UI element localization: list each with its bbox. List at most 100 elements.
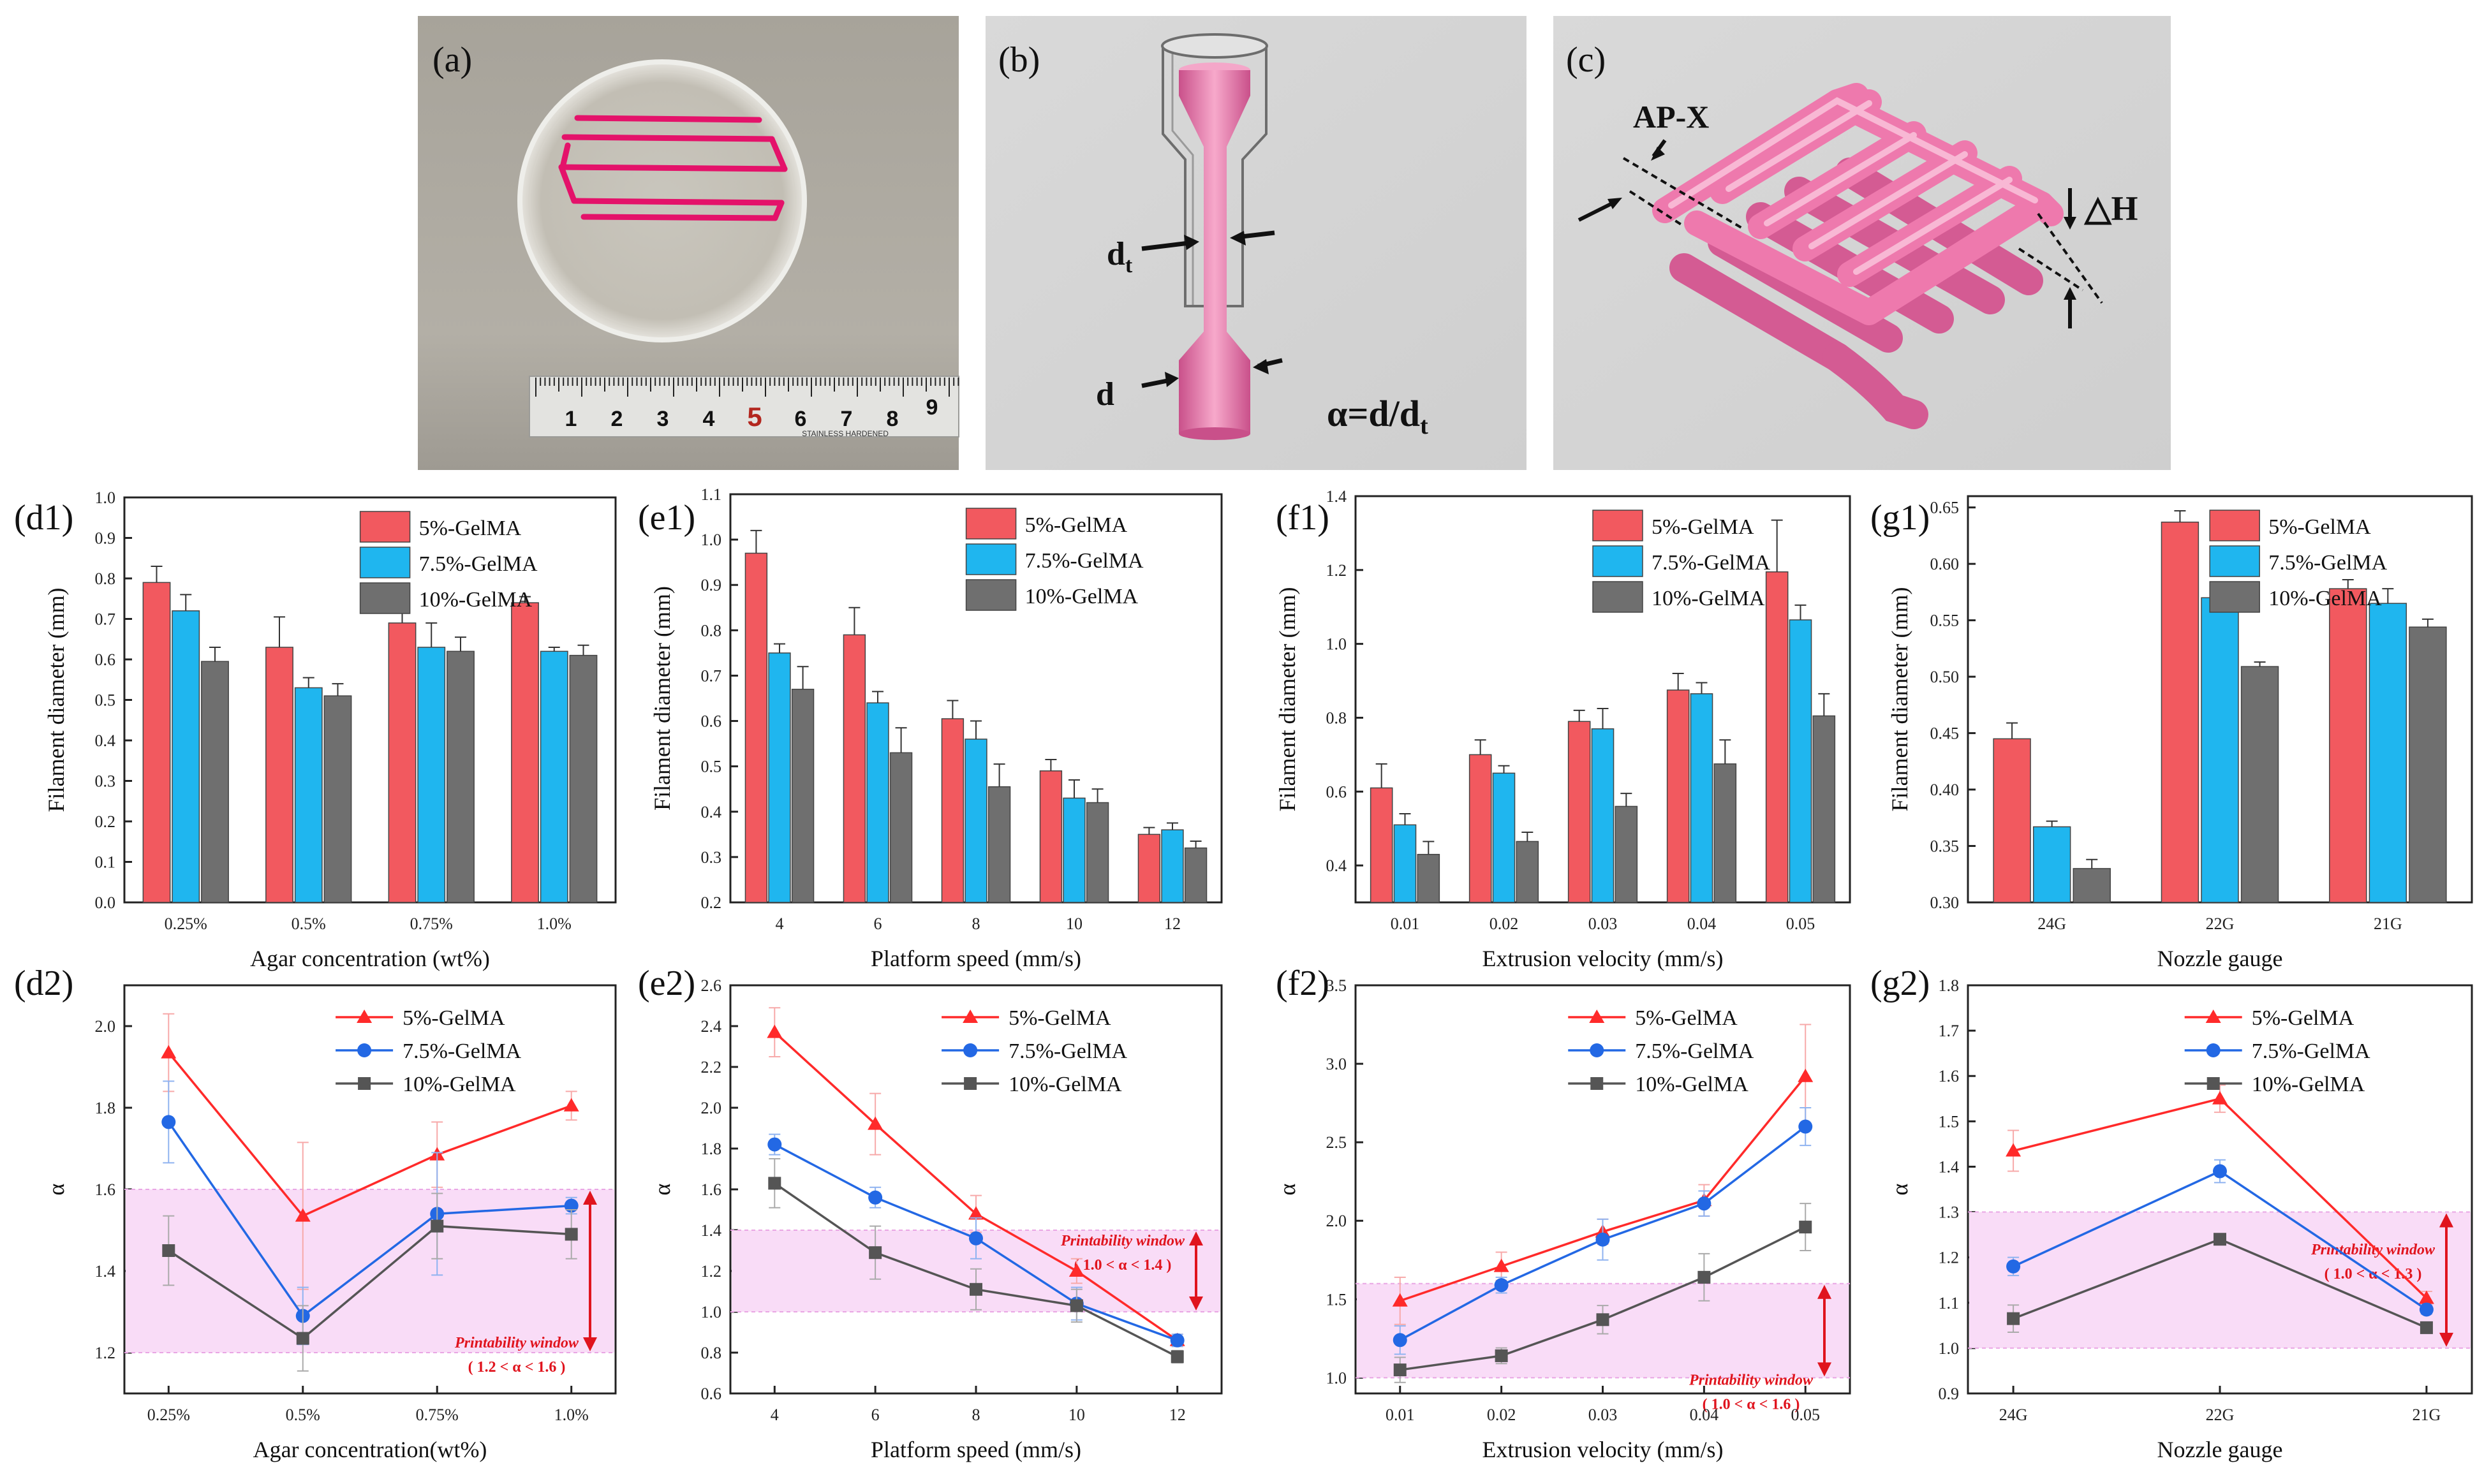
scaffold-highlight: [1668, 97, 2038, 275]
bar: [265, 647, 293, 903]
data-point: [1595, 1232, 1610, 1247]
bar: [965, 738, 987, 903]
series-line: [167, 1121, 572, 1318]
window-arrow-head: [1817, 1362, 1831, 1377]
y-tick-label: 0.1: [95, 853, 116, 872]
data-point: [2007, 1312, 2020, 1325]
y-tick-label: 0.4: [701, 803, 722, 821]
y-axis-label: α: [43, 1183, 69, 1195]
bar: [142, 582, 171, 903]
bar: [1516, 841, 1539, 903]
bar: [569, 654, 598, 903]
data-point: [1171, 1350, 1184, 1363]
x-tick-label: 0.02: [1489, 915, 1519, 933]
window-range: ( 1.0 < α < 1.6 ): [1703, 1397, 1800, 1413]
y-tick-label: 0.6: [701, 712, 722, 731]
y-tick-label: 1.3: [1939, 1203, 1960, 1222]
x-tick-label: 0.75%: [410, 915, 453, 933]
panel-label: (f2): [1276, 964, 1329, 1003]
x-tick-label: 0.03: [1588, 915, 1618, 933]
y-tick-label: 0.8: [701, 621, 722, 640]
y-tick-label: 0.6: [1326, 782, 1347, 801]
ruler-number: 4: [703, 407, 715, 431]
x-axis-label: Platform speed (mm/s): [871, 946, 1081, 971]
panel-label: (d2): [14, 964, 73, 1003]
y-tick-label: 0.45: [1930, 724, 1960, 743]
legend-marker: [2205, 1010, 2221, 1023]
window-arrow-head: [583, 1337, 597, 1351]
chart-e1: 0.2 0.3 0.4 0.5 0.6 0.7 0.8 0.9 1.0 1.1 Platform s…: [638, 485, 1223, 971]
y-tick-label: 2.0: [95, 1017, 116, 1036]
ruler-ticks: [535, 378, 959, 397]
alpha-formula: α=d/dt: [1327, 393, 1428, 439]
x-tick-label: 4: [776, 915, 784, 933]
data-point: [1495, 1349, 1508, 1362]
legend-swatch: [2209, 545, 2260, 577]
legend-marker: [2206, 1043, 2221, 1057]
bar: [2032, 826, 2071, 903]
ruler-number: 6: [795, 407, 807, 431]
x-tick-label: 0.5%: [286, 1406, 320, 1424]
data-point: [1494, 1278, 1509, 1293]
legend-label: 10%-GelMA: [1635, 1073, 1748, 1096]
data-point: [869, 1246, 882, 1260]
panel-label: (g2): [1870, 964, 1930, 1003]
x-tick-label: 0.25%: [165, 915, 207, 933]
bar: [889, 752, 913, 903]
ruler: [529, 376, 959, 437]
x-axis-label: Nozzle gauge: [2157, 1437, 2283, 1462]
data-point: [1799, 1221, 1812, 1234]
y-tick-label: 1.0: [1326, 635, 1347, 654]
legend-swatch: [1592, 545, 1643, 577]
legend-label: 7.5%-GelMA: [1009, 1040, 1127, 1063]
y-tick-label: 2.0: [701, 1099, 722, 1117]
y-tick-label: 0.6: [701, 1385, 722, 1403]
y-tick-label: 1.0: [95, 489, 116, 507]
data-point: [767, 1137, 782, 1152]
chart-g1: 0.30 0.35 0.40 0.45 0.50 0.55 0.60 0.65 Nozzle g…: [1870, 495, 2473, 971]
legend-marker: [963, 1043, 978, 1057]
legend-marker: [358, 1077, 371, 1090]
dt-arrows: [1141, 230, 1283, 388]
x-axis-label: Extrusion velocity (mm/s): [1482, 1437, 1724, 1462]
data-point: [161, 1045, 177, 1059]
window-title: Printability window: [1060, 1233, 1185, 1249]
ruler-number: 5: [747, 402, 762, 432]
data-point: [868, 1116, 883, 1130]
chart-d2: 1.2 1.4 1.6 1.8 2.0 Agar concentration(wt%) α (…: [14, 964, 617, 1462]
data-point: [1697, 1270, 1711, 1284]
legend-label: 5%-GelMA: [403, 1006, 505, 1030]
printed-filaments: [558, 115, 788, 221]
x-tick-label: 0.05: [1791, 1406, 1821, 1424]
bar: [941, 718, 965, 903]
y-tick-label: 0.8: [701, 1344, 722, 1362]
y-tick-label: 2.4: [701, 1017, 722, 1036]
bar: [323, 695, 352, 903]
data-point: [2006, 1143, 2022, 1157]
bar: [1161, 829, 1184, 903]
y-tick-label: 0.7: [95, 610, 116, 629]
bar: [843, 634, 866, 903]
ruler-number: 1: [565, 407, 577, 431]
bar: [1591, 728, 1615, 903]
legend-label: 10%-GelMA: [2268, 587, 2382, 610]
x-tick-label: 22G: [2206, 915, 2235, 933]
x-tick-label: 10: [1068, 1406, 1085, 1424]
y-tick-label: 0.3: [95, 772, 116, 791]
bar: [1370, 787, 1393, 903]
legend-swatch: [359, 582, 411, 614]
y-axis-label: Filament diameter (mm): [1887, 587, 1912, 812]
ruler-number: 8: [887, 407, 899, 431]
y-tick-label: 0.55: [1930, 612, 1960, 630]
y-tick-label: 1.8: [701, 1140, 722, 1158]
data-point: [431, 1219, 444, 1233]
data-point: [768, 1177, 781, 1190]
legend-marker: [357, 1043, 372, 1057]
legend-swatch: [965, 543, 1017, 575]
data-point: [296, 1332, 309, 1345]
data-point: [563, 1098, 579, 1112]
series-line: [1400, 1075, 1807, 1302]
bar: [791, 689, 815, 903]
x-tick-label: 1.0%: [537, 915, 572, 933]
window-arrow-head: [583, 1191, 597, 1205]
